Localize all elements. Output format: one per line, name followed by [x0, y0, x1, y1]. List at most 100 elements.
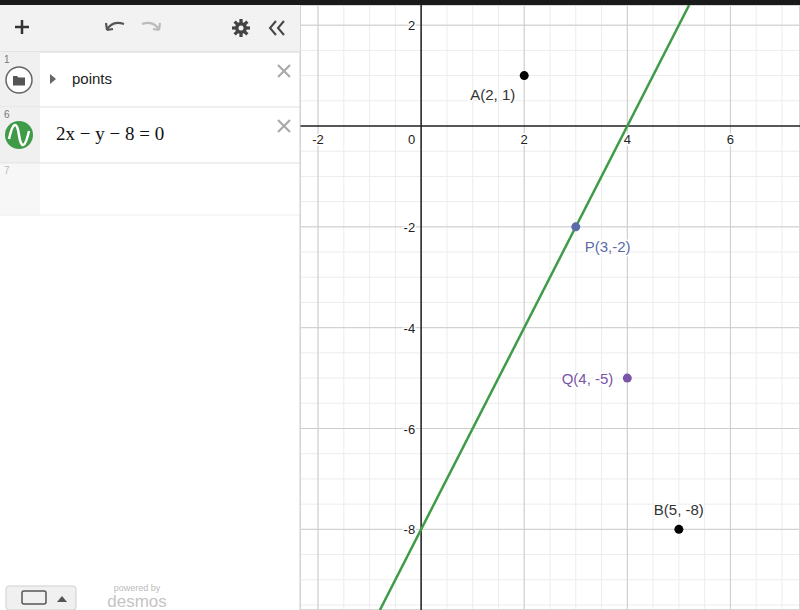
grid-line: [300, 529, 800, 530]
minor-grid-line: [730, 5, 731, 610]
minor-grid-line: [446, 5, 447, 610]
keyboard-button[interactable]: [6, 586, 76, 610]
minor-grid-line: [300, 403, 800, 404]
minor-grid-line: [678, 5, 679, 610]
x-tick-label: 2: [521, 132, 528, 147]
y-tick-label: 2: [408, 18, 415, 33]
grid-line: [300, 25, 800, 26]
minor-grid-line: [421, 5, 422, 610]
point-labels: A(2, 1)B(5, -8)P(3,-2)Q(4, -5): [470, 86, 704, 519]
grid: [300, 5, 800, 610]
minor-grid-line: [300, 604, 800, 605]
panel-border: [300, 0, 301, 610]
expression-row: 6 2x − y − 8 = 0: [0, 107, 300, 163]
minor-grid-line: [300, 579, 800, 580]
minor-grid-line: [704, 5, 705, 610]
minor-grid-line: [756, 5, 757, 610]
minor-grid-line: [369, 5, 370, 610]
gear-body: [235, 22, 247, 34]
redo-button[interactable]: [142, 23, 160, 30]
folder-toggle[interactable]: [50, 74, 56, 84]
minor-grid-line: [300, 378, 800, 379]
row-gutter: [0, 163, 40, 215]
minor-grid-line: [300, 126, 800, 127]
toolbar-border: [0, 52, 300, 53]
tick-labels: -2 0 2 4 6 -8 -6 -4 -2 2: [312, 18, 734, 537]
minor-grid-line: [550, 5, 551, 610]
minor-grid-line: [343, 5, 344, 610]
x-tick-label: 0: [408, 132, 415, 147]
footer-brand: desmos: [107, 592, 167, 610]
panel-footer: powered bydesmos: [6, 583, 167, 610]
y-tick-label: -8: [404, 522, 416, 537]
point-label: P(3,-2): [585, 238, 631, 255]
settings-button[interactable]: [232, 19, 250, 37]
data: [380, 5, 689, 610]
grid-line: [524, 5, 525, 610]
delete-button[interactable]: [278, 120, 290, 132]
keyboard-arrow: [57, 596, 67, 602]
minor-grid-line: [601, 5, 602, 610]
wave-glyph: [9, 125, 29, 145]
delete-button[interactable]: [278, 65, 290, 77]
folder-icon[interactable]: [6, 67, 32, 93]
page: -20246-8-6-4-22A(2, 1)B(5, -8)P(3,-2)Q(4…: [0, 0, 800, 610]
minor-grid-line: [300, 478, 800, 479]
point: [623, 374, 632, 383]
minor-grid-line: [300, 176, 800, 177]
minor-grid-line: [395, 5, 396, 610]
point: [520, 71, 529, 80]
minor-grid-line: [627, 5, 628, 610]
line: [380, 5, 689, 610]
screen: -20246-8-6-4-22A(2, 1)B(5, -8)P(3,-2)Q(4…: [0, 0, 800, 610]
grid-line: [300, 226, 800, 227]
minor-grid-line: [300, 504, 800, 505]
minor-grid-line: [300, 529, 800, 530]
minor-grid-line: [300, 302, 800, 303]
minor-grid-line: [300, 327, 800, 328]
expression-row: 1 points: [0, 52, 300, 107]
grid-line: [318, 5, 319, 610]
background: [0, 0, 800, 610]
undo-button[interactable]: [106, 23, 124, 30]
y-tick-label: -2: [404, 220, 416, 235]
grid-line: [730, 5, 731, 610]
line-style-icon[interactable]: [5, 121, 33, 149]
collapse-button[interactable]: [270, 21, 284, 35]
y-tick-label: -4: [404, 321, 416, 336]
x-axis: [300, 125, 800, 127]
add-button[interactable]: [15, 20, 29, 34]
y-axis: [420, 5, 422, 610]
keyboard-glyph: [22, 591, 46, 604]
minor-grid-line: [300, 226, 800, 227]
row-border: [0, 163, 300, 164]
row-gutter: [0, 52, 40, 107]
x-tick-label: -2: [312, 132, 324, 147]
panel-bg: [0, 0, 300, 610]
minor-grid-line: [524, 5, 525, 610]
grid-line: [300, 428, 800, 429]
row-number: 1: [4, 54, 10, 65]
grid-line: [421, 5, 422, 610]
minor-grid-line: [300, 100, 800, 101]
minor-grid-line: [300, 554, 800, 555]
minor-grid-line: [300, 428, 800, 429]
point: [571, 222, 580, 231]
folder-title: points: [72, 70, 112, 87]
minor-grid-line: [781, 5, 782, 610]
point-label: Q(4, -5): [562, 370, 614, 387]
folder-glyph: [13, 76, 25, 86]
x-tick-label: 6: [727, 132, 734, 147]
x-tick-label: 4: [624, 132, 631, 147]
minor-grid-line: [300, 75, 800, 76]
grid-line: [627, 5, 628, 610]
minor-grid-line: [300, 25, 800, 26]
minor-grid-line: [300, 453, 800, 454]
minor-grid-line: [300, 201, 800, 202]
row-number: 6: [4, 109, 10, 120]
expression: 2x − y − 8 = 0: [56, 123, 164, 144]
toolbar: [0, 5, 300, 52]
y-tick-label: -6: [404, 422, 416, 437]
minor-grid-line: [318, 5, 319, 610]
top-strip: [0, 0, 800, 5]
